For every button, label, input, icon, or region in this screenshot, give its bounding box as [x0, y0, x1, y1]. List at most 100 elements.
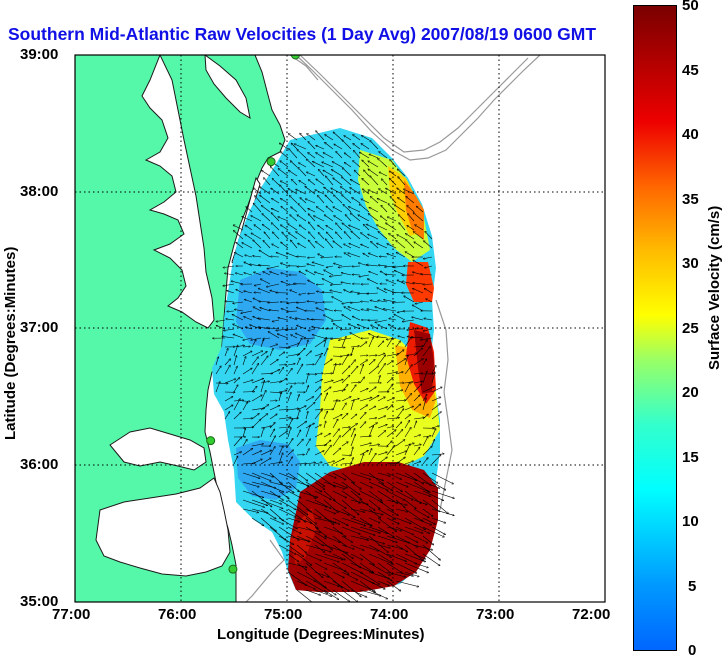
velocity-vector: [398, 215, 406, 222]
velocity-vector: [359, 412, 366, 420]
velocity-vector: [350, 589, 367, 597]
velocity-vector: [241, 310, 253, 313]
velocity-vector: [348, 307, 361, 312]
velocity-vector: [413, 421, 416, 429]
velocity-vector: [332, 448, 341, 456]
velocity-vector: [281, 206, 289, 213]
velocity-vector: [386, 361, 393, 366]
velocity-vector: [395, 451, 407, 456]
velocity-vector: [404, 481, 429, 492]
velocity-vector: [377, 457, 387, 465]
station-marker: [266, 157, 276, 167]
velocity-vector: [350, 535, 369, 540]
velocity-vector: [368, 214, 379, 222]
velocity-vector: [323, 373, 333, 374]
velocity-vector: [350, 517, 372, 526]
velocity-vector: [316, 207, 325, 213]
velocity-vector: [350, 333, 361, 339]
velocity-vector: [368, 426, 373, 438]
velocity-vector: [323, 461, 335, 465]
velocity-vector: [296, 410, 300, 420]
velocity-vector: [359, 422, 366, 429]
velocity-vector: [260, 499, 283, 508]
velocity-vector: [272, 198, 280, 204]
velocity-vector: [367, 309, 379, 312]
velocity-vector: [383, 309, 397, 312]
velocity-vector: [368, 544, 391, 557]
velocity-vector: [386, 544, 403, 549]
velocity-vector: [360, 301, 370, 302]
velocity-vector: [422, 398, 426, 411]
velocity-vector: [260, 356, 268, 366]
velocity-vector: [298, 163, 307, 168]
velocity-vector: [251, 233, 262, 240]
velocity-vector: [350, 366, 358, 375]
velocity-vector: [224, 396, 233, 402]
velocity-vector: [260, 405, 269, 411]
velocity-vector: [395, 580, 419, 587]
velocity-vector: [368, 448, 372, 456]
velocity-vector: [314, 216, 325, 222]
velocity-vector: [225, 301, 235, 302]
velocity-vector: [378, 231, 388, 240]
velocity-vector: [396, 240, 406, 249]
velocity-vector: [254, 283, 262, 286]
velocity-vector: [305, 449, 309, 456]
velocity-vector: [308, 214, 316, 222]
velocity-vector: [350, 447, 353, 456]
velocity-vector: [290, 240, 298, 249]
velocity-vector: [362, 178, 370, 186]
velocity-vector: [395, 372, 403, 375]
velocity-vector: [395, 481, 408, 487]
velocity-vector: [350, 562, 373, 573]
velocity-vector: [378, 325, 388, 330]
velocity-vector: [359, 342, 367, 348]
velocity-vector: [307, 264, 316, 267]
velocity-vector: [296, 535, 309, 541]
velocity-vector: [330, 284, 343, 285]
velocity-vector: [260, 187, 271, 195]
velocity-vector: [387, 254, 397, 258]
velocity-vector: [305, 535, 324, 546]
velocity-vector: [413, 373, 423, 374]
velocity-vector: [431, 481, 446, 490]
velocity-vector: [323, 553, 343, 560]
velocity-vector: [282, 232, 289, 240]
velocity-vector: [359, 526, 380, 533]
velocity-vector: [329, 274, 343, 276]
y-tick-label: 37:00: [20, 319, 59, 336]
velocity-vector: [325, 134, 334, 141]
velocity-vector: [287, 544, 304, 556]
velocity-vector: [377, 243, 388, 249]
velocity-vector: [314, 379, 322, 384]
velocity-vector: [386, 372, 398, 375]
velocity-vector: [278, 446, 283, 456]
velocity-vector: [308, 240, 316, 249]
velocity-vector: [251, 340, 256, 348]
velocity-vector: [296, 348, 305, 357]
velocity-vector: [404, 526, 423, 533]
velocity-vector: [341, 336, 346, 348]
velocity-vector: [296, 499, 312, 512]
velocity-vector: [269, 472, 282, 484]
velocity-vector: [234, 252, 244, 258]
velocity-vector: [342, 223, 352, 231]
colorbar-tick-label: 50: [682, 0, 699, 14]
velocity-vector: [224, 379, 236, 384]
velocity-vector: [422, 472, 438, 483]
velocity-vector: [260, 380, 264, 393]
velocity-vector: [251, 508, 268, 513]
velocity-vector: [422, 544, 440, 560]
velocity-vector: [368, 517, 380, 523]
velocity-vector: [296, 364, 303, 375]
velocity-vector: [259, 250, 271, 258]
velocity-vector: [296, 439, 303, 447]
velocity-vector: [322, 279, 334, 285]
velocity-vector: [242, 346, 250, 347]
velocity-vector: [404, 355, 408, 366]
velocity-vector: [413, 260, 424, 267]
velocity-vector: [314, 356, 321, 366]
velocity-vector: [235, 273, 244, 276]
velocity-vector: [359, 377, 364, 384]
velocity-vector: [305, 340, 308, 348]
